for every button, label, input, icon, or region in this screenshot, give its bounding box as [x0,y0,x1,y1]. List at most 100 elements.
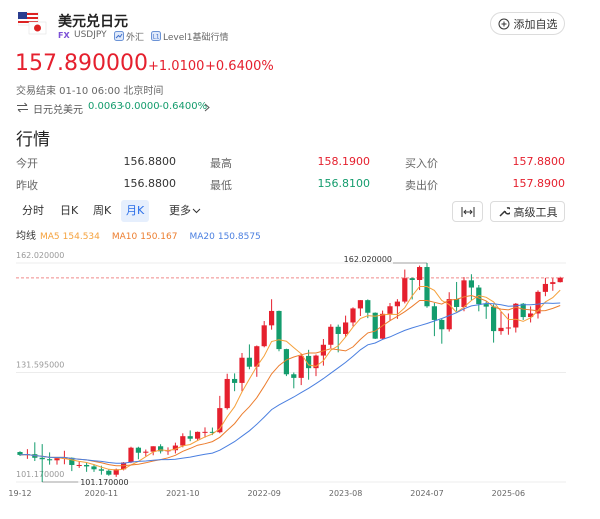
candle-body [283,349,289,375]
candle-body [535,291,541,314]
candle-body [446,299,452,330]
tools-label: 高级工具 [513,205,558,219]
fit-button[interactable] [452,201,483,222]
candle-body [335,326,341,334]
candle-body [17,452,23,455]
title: 美元兑日元 [58,14,128,30]
tab[interactable]: 日K [60,204,79,217]
candle-body [143,451,149,453]
candle-body [557,277,563,283]
inverse-pair[interactable]: 日元兑美元 [33,105,83,116]
candle-body [483,304,489,307]
flag-icon [18,12,47,35]
candle-body [498,327,504,332]
legend-name: MA20 [189,232,215,242]
x-tick-label: 2021-10 [166,489,199,498]
candle-body [306,355,312,369]
candle-body [328,326,334,345]
candle-body [454,299,460,307]
plus-icon [498,18,509,29]
candle-body [468,280,474,288]
legend-value: 150.167 [140,232,177,242]
market-icon [114,31,124,41]
tools-icon [498,206,510,217]
candle-body [135,447,141,453]
candle-body [76,464,82,466]
chevron-icon [204,103,210,112]
candle-body [195,431,201,439]
tab-active[interactable]: 月K [121,200,150,222]
legend-name: MA10 [112,232,138,242]
candle-body [202,431,208,433]
x-tick-label: 2025-06 [492,489,525,498]
candle-body [313,355,319,369]
candle-body [402,278,408,302]
row-label: 最高 [210,157,232,170]
x-tick-label: 2023-08 [329,489,362,498]
legend-name: MA5 [40,232,60,242]
candle-body [528,313,534,318]
ma-line [19,302,561,464]
candle-body [298,355,304,378]
candle-body [106,470,112,475]
candle-body [47,459,53,461]
row-label: 买入价 [405,157,438,170]
svg-text:L1: L1 [152,34,159,41]
candle-body [84,464,90,467]
candle-body [113,469,119,475]
price-change-pct: +0.6400% [205,59,274,74]
row-value: 158.1900 [317,155,371,168]
data-level: Level1基础行情 [163,33,229,43]
candle-body [542,283,548,292]
swap-icon [17,102,28,113]
fit-icon [461,206,474,217]
x-tick-label: 2022-09 [247,489,280,498]
legend-value: 150.8575 [218,232,261,242]
candle-body [357,300,363,309]
ma-line [19,286,561,471]
tab[interactable]: 分时 [22,204,44,217]
legend-value: 154.534 [63,232,100,242]
y-tick-label: 131.595000 [16,361,64,370]
candle-body [39,457,45,460]
y-tick-label: 101.170000 [16,470,64,479]
candle-body [187,436,193,439]
candle-body [69,457,75,465]
candle-body [246,357,252,367]
row-value: 157.8900 [512,177,566,190]
high-annotation: 162.020000 [344,255,392,264]
row-value: 157.8800 [512,155,566,168]
candle-body [217,408,223,433]
candle-body [491,306,497,332]
inverse-price: 0.0063 [88,101,123,112]
candle-body [365,300,371,313]
row-label: 今开 [16,157,38,170]
dropdown-icon [192,208,201,214]
candle-body [172,445,178,451]
candle-body [232,378,238,383]
low-annotation: 101.170000 [80,478,128,487]
row-value: 156.8100 [317,177,371,190]
inverse-change: -0.0000 [121,101,160,112]
candle-body [431,306,437,320]
tab[interactable]: 周K [93,204,112,217]
candle-body [276,310,282,350]
candle-body [291,374,297,378]
add-watchlist-button[interactable]: 添加自选 [490,12,565,35]
x-tick-label: 2024-07 [410,489,443,498]
row-value: 156.8800 [123,155,177,168]
ma-line [19,294,561,467]
candle-body [520,303,526,318]
candle-body [128,447,134,463]
candle-body [254,346,260,367]
add-watchlist-label: 添加自选 [513,17,558,31]
row-label: 昨收 [16,179,38,192]
candle-body [343,322,349,334]
candle-body [394,301,400,307]
tools-button[interactable]: 高级工具 [490,201,565,222]
candle-body [439,319,445,330]
tab[interactable]: 更多 [169,204,191,217]
candle-body [461,280,467,307]
